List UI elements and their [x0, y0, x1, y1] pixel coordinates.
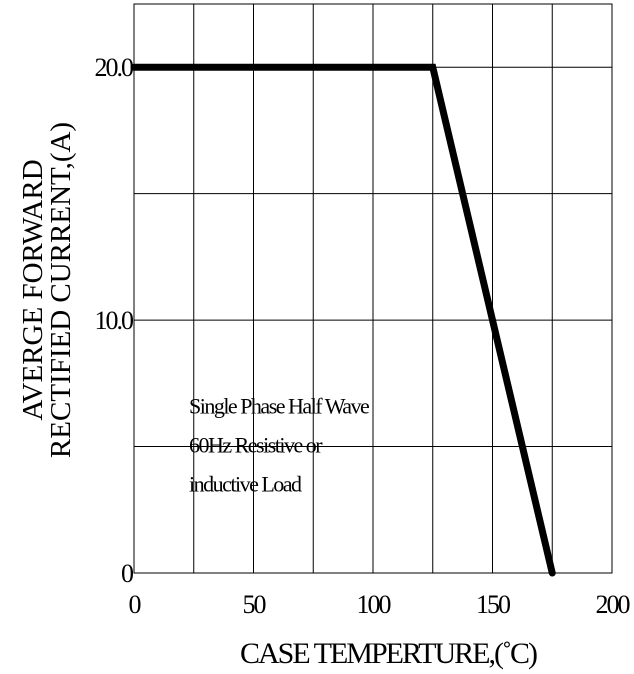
x-tick-label: 200: [596, 590, 631, 619]
y-tick-label: 20.0: [95, 53, 135, 82]
series-line-1: [130, 63, 556, 577]
x-tick-label: 150: [476, 590, 511, 619]
y-tick-labels: 0 10.0 20.0: [95, 53, 137, 588]
y-tick-label: 0: [121, 559, 134, 588]
note-line-2: 60Hz Resistive or: [189, 433, 323, 458]
x-tick-labels: 0 50 100 150 200: [129, 590, 633, 619]
x-tick-label: 100: [357, 590, 392, 619]
y-axis-title-line-1: AVERGE FORWARD: [17, 159, 49, 420]
x-axis-title: CASE TEMPERTURE,(˚C): [240, 637, 537, 670]
plot-frame: [133, 3, 613, 574]
y-axis-title-line-2: RECTIFIED CURRENT,(A): [45, 122, 77, 458]
note-line-1: Single Phase Half Wave: [189, 394, 369, 419]
x-tick-label: 50: [243, 590, 267, 619]
load-condition-note: Single Phase Half Wave 60Hz Resistive or…: [189, 394, 371, 497]
y-tick-label: 10.0: [95, 306, 135, 335]
x-tick-label: 0: [129, 590, 142, 619]
y-axis-title: AVERGE FORWARD RECTIFIED CURRENT,(A): [17, 122, 77, 458]
note-line-3: inductive Load: [189, 472, 302, 497]
series-group: [130, 63, 556, 577]
